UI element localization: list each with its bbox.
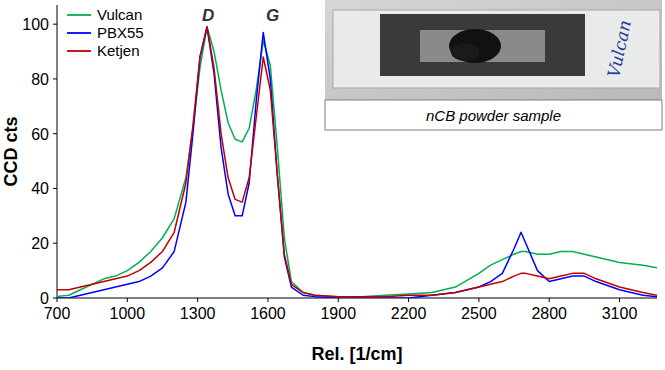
x-tick <box>197 298 198 302</box>
inset-caption: nCB powder sample <box>426 107 561 124</box>
x-tick <box>478 298 479 302</box>
legend-swatch <box>67 14 91 16</box>
series-line <box>57 27 657 298</box>
x-tick <box>619 298 620 302</box>
x-tick-label: 1600 <box>250 305 286 322</box>
x-tick-label: 2200 <box>391 305 427 322</box>
legend-label: Ketjen <box>97 42 140 59</box>
legend-label: Vulcan <box>97 6 142 23</box>
y-axis-title: CCD cts <box>1 116 21 186</box>
y-tick <box>53 133 57 134</box>
y-tick-label: 0 <box>40 290 49 307</box>
legend-swatch <box>67 32 91 34</box>
y-tick <box>53 78 57 79</box>
x-tick <box>57 298 58 302</box>
x-tick-label: 2500 <box>461 305 497 322</box>
x-tick-label: 2800 <box>531 305 567 322</box>
y-tick <box>53 298 57 299</box>
glass-slide <box>333 10 660 88</box>
y-tick <box>53 243 57 244</box>
y-tick-label: 80 <box>31 71 49 88</box>
legend: VulcanPBX55Ketjen <box>67 6 144 59</box>
peak-label: G <box>266 6 279 25</box>
tape-window <box>420 30 545 62</box>
x-tick-label: 3100 <box>602 305 638 322</box>
x-tick <box>408 298 409 302</box>
y-tick <box>53 188 57 189</box>
y-tick-label: 100 <box>22 16 49 33</box>
legend-label: PBX55 <box>97 24 144 41</box>
y-tick-label: 40 <box>31 180 49 197</box>
peak-label: D <box>202 6 214 25</box>
y-tick-label: 60 <box>31 126 49 143</box>
x-tick-label: 700 <box>44 305 71 322</box>
x-tick <box>267 298 268 302</box>
x-tick <box>338 298 339 302</box>
photo <box>325 0 662 100</box>
caption-box <box>325 100 662 130</box>
x-tick-label: 1000 <box>110 305 146 322</box>
x-axis-title: Rel. [1/cm] <box>311 344 402 364</box>
powder <box>449 29 501 63</box>
y-axis <box>57 5 58 298</box>
series-line <box>57 27 657 297</box>
y-tick <box>53 24 57 25</box>
y-tick-label: 20 <box>31 235 49 252</box>
series-line <box>57 27 657 297</box>
legend-swatch <box>67 50 91 52</box>
inset: Vulcan nCB powder sample <box>325 0 662 130</box>
tape <box>545 14 585 76</box>
x-tick <box>549 298 550 302</box>
chart: 700 1000 1300 1600 1900 2200 2500 2800 3100 0 20 40… <box>0 0 665 370</box>
inset-label: Vulcan <box>603 18 635 79</box>
x-tick-label: 1300 <box>180 305 216 322</box>
x-tick <box>127 298 128 302</box>
powder <box>451 43 479 61</box>
plot-area <box>57 27 657 298</box>
x-tick-label: 1900 <box>320 305 356 322</box>
tape <box>380 14 420 76</box>
